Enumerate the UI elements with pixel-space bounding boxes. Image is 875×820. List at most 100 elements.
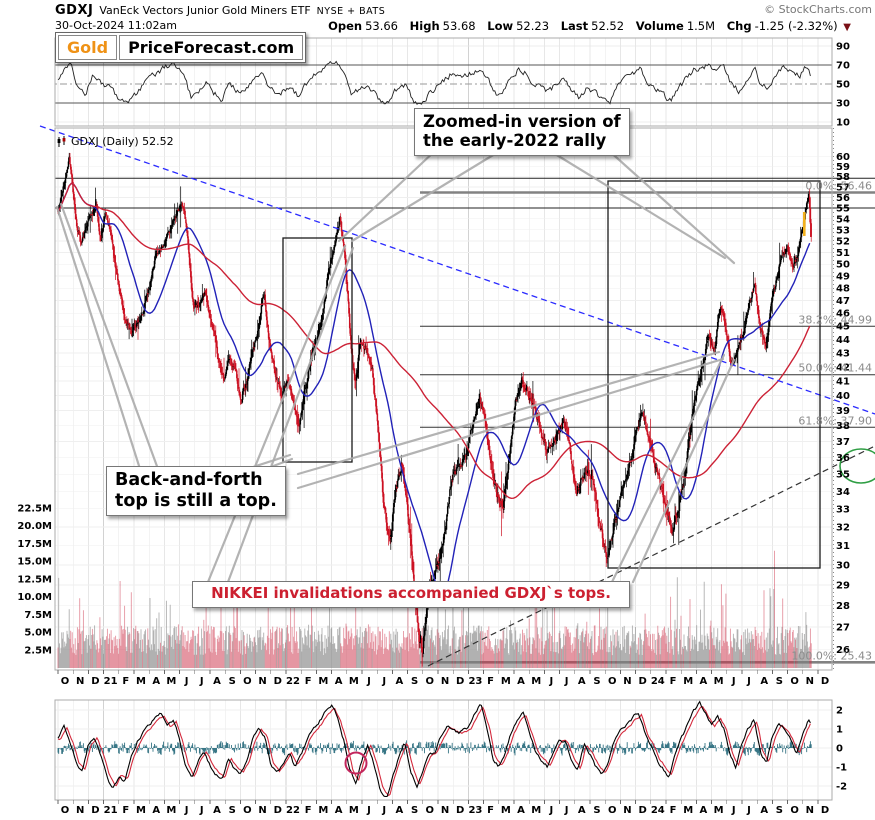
svg-text:A: A [335,805,343,816]
datetime-text: 30-Oct-2024 11:02am [55,19,177,32]
svg-text:51: 51 [836,248,850,259]
low-label: Low [487,19,514,33]
chg-label: Chg [726,19,752,33]
svg-text:56: 56 [836,193,850,204]
chart-title: GDXJ (Daily) 52.52 [56,135,174,148]
svg-text:26: 26 [836,645,850,656]
svg-text:M: M [166,805,176,816]
svg-text:2.5M: 2.5M [24,645,52,656]
svg-text:52: 52 [836,237,850,248]
svg-text:M: M [349,805,359,816]
svg-text:A: A [335,676,343,687]
callout-top-line2: top is still a top. [115,490,277,511]
svg-text:M: M [136,805,146,816]
svg-text:23: 23 [468,805,482,816]
svg-text:J: J [731,676,736,687]
priceforecast-logo[interactable]: Gold PriceForecast.com [55,32,307,63]
svg-text:O: O [61,676,70,687]
svg-text:D: D [638,805,646,816]
high-label: High [409,19,440,33]
callout-nikkei: NIKKEI invalidations accompanied GDXJ`s … [192,581,630,608]
svg-text:F: F [487,805,494,816]
volume-value: 1.5M [686,19,716,33]
symbol-text: GDXJ [55,3,94,18]
svg-text:S: S [593,805,600,816]
svg-text:41: 41 [836,376,850,387]
svg-text:A: A [517,676,525,687]
svg-text:S: S [776,676,783,687]
svg-text:S: S [776,805,783,816]
svg-text:N: N [441,805,449,816]
svg-text:F: F [670,805,677,816]
svg-text:N: N [76,805,84,816]
volume-layer [57,550,812,668]
svg-text:100.0%: 25.43: 100.0%: 25.43 [791,649,872,662]
svg-text:F: F [670,676,677,687]
svg-text:F: F [305,676,312,687]
low-value: 52.23 [516,19,550,33]
svg-text:61.8%: 37.90: 61.8%: 37.90 [798,414,872,427]
callout-back-and-forth-top: Back-and-forth top is still a top. [106,466,286,517]
svg-text:M: M [683,676,693,687]
svg-text:36: 36 [836,453,850,464]
svg-text:-2: -2 [836,782,847,793]
highlight-boxes-layer [282,180,821,569]
svg-text:29: 29 [836,580,850,591]
svg-text:7.5M: 7.5M [24,610,52,621]
rsi-layer [57,60,811,105]
callout-top-line1: Back-and-forth [115,470,263,490]
svg-text:M: M [166,676,176,687]
svg-text:60: 60 [836,152,850,163]
svg-text:32: 32 [836,522,850,533]
exchange-text: NYSE + BATS [316,6,386,17]
svg-text:42: 42 [836,362,850,373]
svg-text:M: M [501,676,511,687]
svg-text:D: D [638,676,646,687]
svg-text:53: 53 [836,225,850,236]
svg-text:M: M [683,805,693,816]
svg-text:0: 0 [836,744,843,755]
svg-text:F: F [122,805,129,816]
svg-text:M: M [318,676,328,687]
chg-down-triangle-icon: ▼ [843,22,851,33]
svg-text:59: 59 [836,162,850,173]
svg-text:F: F [305,805,312,816]
svg-text:A: A [700,676,708,687]
svg-text:-1: -1 [836,763,847,774]
quote-bar: Open 53.66 High 53.68 Low 52.23 Last 52.52 V… [328,19,851,33]
svg-text:M: M [714,805,724,816]
svg-text:A: A [152,805,160,816]
svg-text:30: 30 [836,560,850,571]
svg-text:J: J [746,676,751,687]
svg-text:10: 10 [836,118,850,129]
svg-text:N: N [258,676,266,687]
svg-text:N: N [76,676,84,687]
svg-text:J: J [199,805,204,816]
logo-site-text: PriceForecast.com [119,35,304,60]
svg-text:F: F [487,676,494,687]
svg-text:0.0%: 56.46: 0.0%: 56.46 [805,180,872,193]
svg-text:D: D [91,676,99,687]
svg-text:50: 50 [836,80,850,91]
callout-zoomed-line1: Zoomed-in version of [423,112,621,131]
high-value: 53.68 [442,19,476,33]
svg-text:5.0M: 5.0M [24,628,52,639]
svg-text:38: 38 [836,421,850,432]
svg-text:58: 58 [836,172,850,183]
trendlines-layer [39,125,875,667]
svg-text:90: 90 [836,42,850,53]
svg-text:A: A [152,676,160,687]
svg-text:N: N [258,805,266,816]
svg-text:J: J [366,676,371,687]
last-label: Last [560,19,589,33]
svg-text:N: N [806,805,814,816]
svg-text:17.5M: 17.5M [17,539,52,550]
svg-text:O: O [243,805,252,816]
svg-text:M: M [318,805,328,816]
svg-text:31: 31 [836,541,850,552]
chart-title-text: GDXJ (Daily) 52.52 [71,135,174,148]
svg-text:J: J [549,805,554,816]
oscillator-layer [57,700,812,798]
